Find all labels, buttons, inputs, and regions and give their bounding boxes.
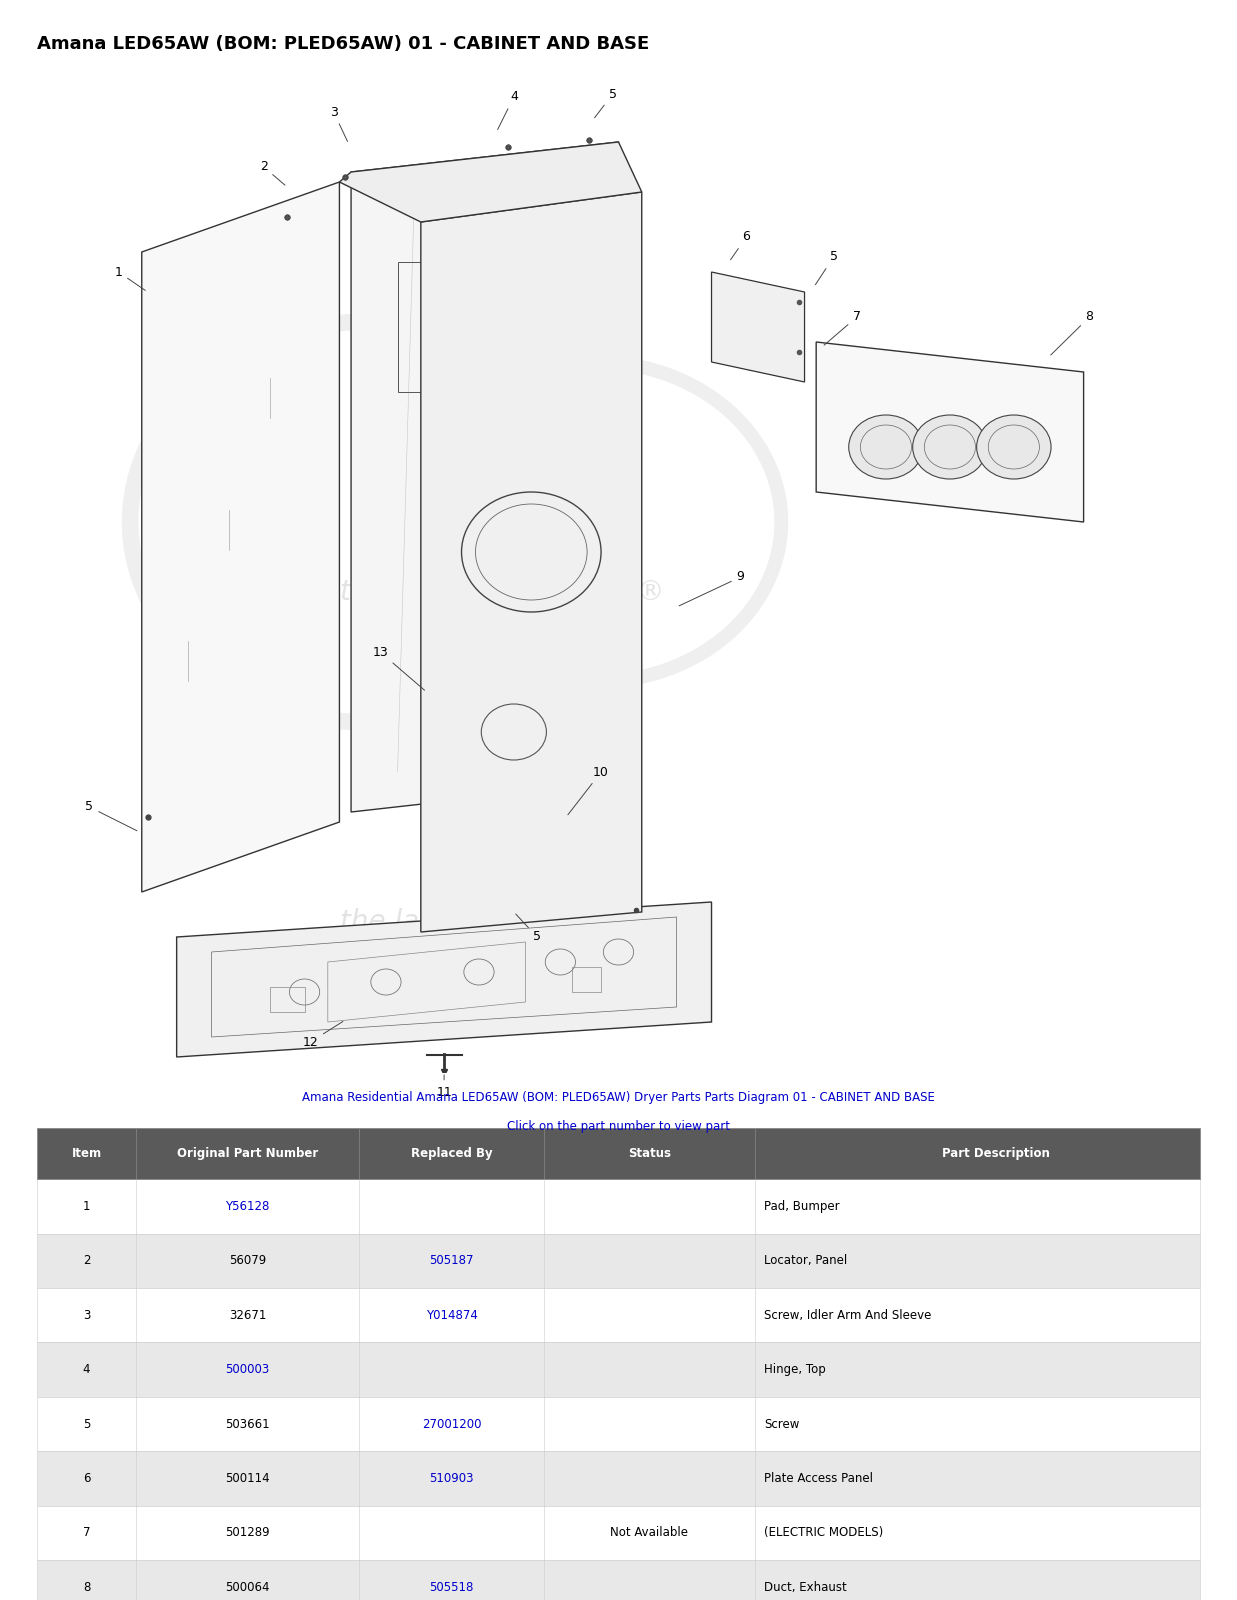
Text: Original Part Number: Original Part Number [177,1147,318,1160]
Text: 7: 7 [83,1526,90,1539]
Text: 1: 1 [115,266,145,291]
Text: 5: 5 [516,914,541,944]
Polygon shape [142,182,339,893]
Text: Y014874: Y014874 [426,1309,477,1322]
Text: 9: 9 [679,571,745,606]
Text: the laundry company®: the laundry company® [340,909,664,936]
Text: 5: 5 [595,88,617,118]
Text: Amana Residential Amana LED65AW (BOM: PLED65AW) Dryer Parts Parts Diagram 01 - C: Amana Residential Amana LED65AW (BOM: PL… [302,1091,935,1104]
Text: Status: Status [628,1147,670,1160]
Text: Not Available: Not Available [610,1526,689,1539]
Text: (ELECTRIC MODELS): (ELECTRIC MODELS) [764,1526,883,1539]
Text: Click on the part number to view part: Click on the part number to view part [507,1120,730,1133]
Text: Item: Item [72,1147,101,1160]
Text: Y56128: Y56128 [225,1200,270,1213]
Text: 4: 4 [497,91,518,130]
Text: 8: 8 [83,1581,90,1594]
Polygon shape [816,342,1084,522]
Text: 510903: 510903 [429,1472,474,1485]
Text: 13: 13 [372,645,424,690]
Text: Duct, Exhaust: Duct, Exhaust [764,1581,847,1594]
Text: 5: 5 [815,251,837,285]
Bar [571,966,601,992]
Text: Locator, Panel: Locator, Panel [764,1254,847,1267]
Text: Hinge, Top: Hinge, Top [764,1363,826,1376]
Text: 27001200: 27001200 [422,1418,481,1430]
Polygon shape [711,272,804,382]
Polygon shape [177,902,711,1058]
Text: 500064: 500064 [225,1581,270,1594]
Polygon shape [351,142,618,813]
Polygon shape [421,192,642,931]
Text: the laundry company®: the laundry company® [340,578,664,606]
Text: 501289: 501289 [225,1526,270,1539]
Circle shape [849,414,923,478]
Polygon shape [339,142,642,222]
Text: 6: 6 [731,230,751,259]
Text: 56079: 56079 [229,1254,266,1267]
Text: 11: 11 [437,1075,452,1099]
Text: 4: 4 [83,1363,90,1376]
Text: 503661: 503661 [225,1418,270,1430]
Bar [270,987,304,1013]
Bar [397,262,479,392]
Text: 12: 12 [303,1021,343,1048]
Text: 3: 3 [330,106,348,141]
Circle shape [977,414,1051,478]
Text: Amana LED65AW (BOM: PLED65AW) 01 - CABINET AND BASE: Amana LED65AW (BOM: PLED65AW) 01 - CABIN… [37,35,649,53]
Text: 500003: 500003 [225,1363,270,1376]
Text: 5: 5 [85,800,137,830]
Circle shape [913,414,987,478]
Text: 8: 8 [1050,310,1094,355]
Text: 7: 7 [824,310,861,346]
Text: 3: 3 [83,1309,90,1322]
Text: 2: 2 [83,1254,90,1267]
Text: Screw: Screw [764,1418,800,1430]
Text: Screw, Idler Arm And Sleeve: Screw, Idler Arm And Sleeve [764,1309,931,1322]
Text: 32671: 32671 [229,1309,266,1322]
Text: Replaced By: Replaced By [411,1147,492,1160]
Text: 10: 10 [568,765,609,814]
Text: Plate Access Panel: Plate Access Panel [764,1472,873,1485]
Text: 5: 5 [83,1418,90,1430]
Text: Part Description: Part Description [941,1147,1050,1160]
Text: Pad, Bumper: Pad, Bumper [764,1200,840,1213]
Text: 1: 1 [83,1200,90,1213]
Text: 2: 2 [260,160,285,186]
Text: 505187: 505187 [429,1254,474,1267]
Text: 500114: 500114 [225,1472,270,1485]
Text: 6: 6 [83,1472,90,1485]
Text: 505518: 505518 [429,1581,474,1594]
